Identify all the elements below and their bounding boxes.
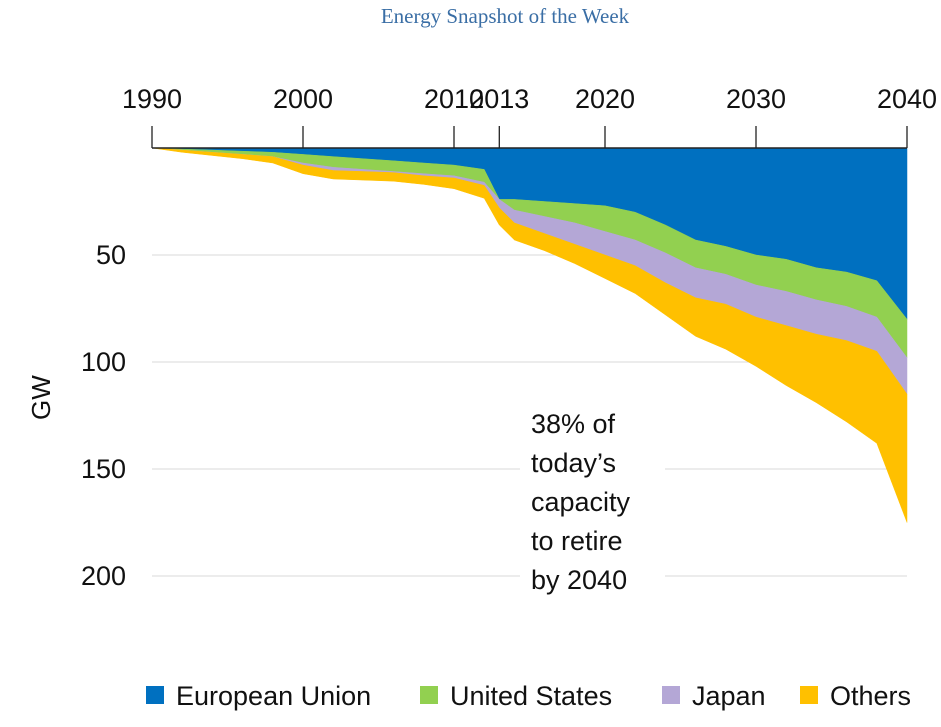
- legend-swatch-united-states: [420, 686, 438, 704]
- annotation-line: by 2040: [531, 565, 627, 595]
- annotation-line: today’s: [531, 448, 616, 478]
- legend-label-european-union: European Union: [176, 681, 371, 711]
- y-tick-label-200: 200: [81, 561, 126, 591]
- y-axis-label: GW: [26, 375, 56, 420]
- y-tick-label-100: 100: [81, 347, 126, 377]
- y-tick-label-150: 150: [81, 454, 126, 484]
- legend: European Union United States Japan Others: [146, 681, 911, 711]
- x-tick-label-2013: 2013: [469, 84, 529, 114]
- annotation-text: 38% of today’s capacity to retire by 2040: [520, 398, 665, 603]
- annotation-line: capacity: [531, 487, 631, 517]
- y-tick-label-50: 50: [96, 240, 126, 270]
- annotation-line: 38% of: [531, 409, 616, 439]
- legend-swatch-others: [800, 686, 818, 704]
- x-tick-label-1990: 1990: [122, 84, 182, 114]
- area-others: [151, 147, 908, 523]
- y-axis: 50 100 150 200: [81, 240, 126, 591]
- x-tick-label-2020: 2020: [575, 84, 635, 114]
- annotation-background: [520, 398, 665, 603]
- legend-label-united-states: United States: [450, 681, 612, 711]
- legend-swatch-european-union: [146, 686, 164, 704]
- x-tick-label-2040: 2040: [877, 84, 937, 114]
- area-series: [151, 147, 908, 523]
- x-tick-label-2030: 2030: [726, 84, 786, 114]
- x-tick-label-2000: 2000: [273, 84, 333, 114]
- legend-label-others: Others: [830, 681, 911, 711]
- legend-label-japan: Japan: [692, 681, 766, 711]
- x-tick-label-2010: 2010: [424, 84, 484, 114]
- legend-swatch-japan: [662, 686, 680, 704]
- page-title: Energy Snapshot of the Week: [380, 4, 630, 28]
- annotation-line: to retire: [531, 526, 623, 556]
